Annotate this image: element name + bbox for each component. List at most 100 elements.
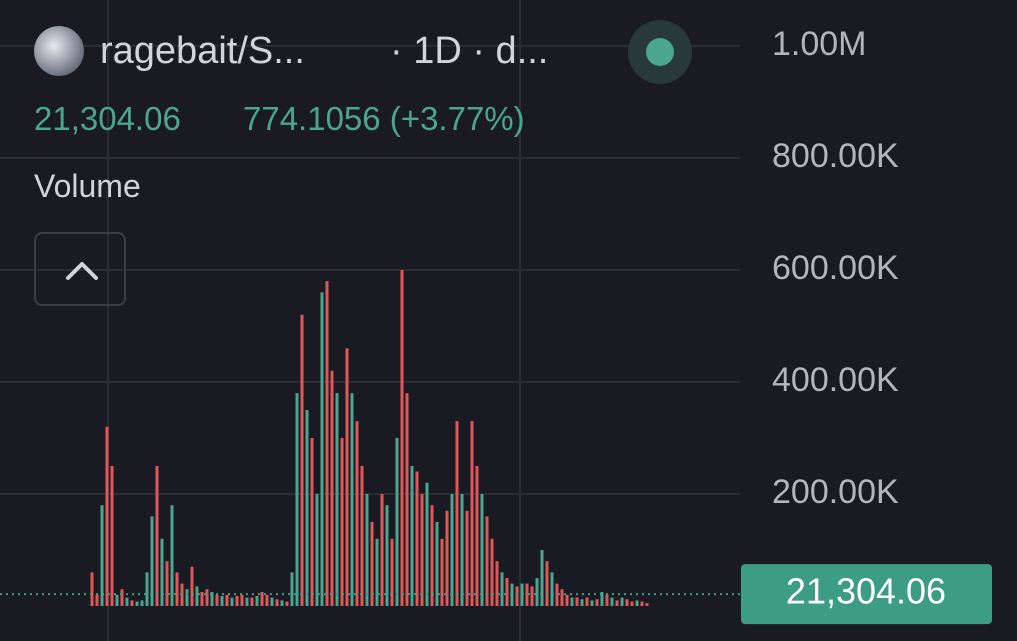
- bar: [220, 595, 224, 606]
- last-value-label: 21,304.06: [786, 571, 946, 612]
- bar: [400, 269, 404, 606]
- bar: [450, 493, 454, 606]
- bar: [505, 577, 509, 606]
- bar: [215, 594, 219, 606]
- bar: [595, 599, 599, 606]
- bar: [230, 597, 234, 606]
- last-value-box: [741, 564, 992, 625]
- bar: [410, 465, 414, 606]
- bar: [615, 600, 619, 606]
- bar: [335, 393, 339, 606]
- bar: [540, 549, 544, 606]
- price: 21,304.06: [34, 100, 181, 137]
- bar: [475, 465, 479, 606]
- bar: [150, 516, 154, 606]
- bar: [550, 572, 554, 606]
- bar: [640, 601, 644, 606]
- bar: [130, 600, 134, 606]
- bar: [255, 595, 259, 606]
- bar: [490, 538, 494, 606]
- bar: [570, 597, 574, 606]
- bar: [345, 348, 349, 606]
- bar: [115, 594, 119, 606]
- bar: [445, 510, 449, 606]
- bar: [190, 566, 194, 606]
- bar: [485, 516, 489, 606]
- bar: [405, 393, 409, 606]
- bar: [390, 538, 394, 606]
- bar: [145, 572, 149, 606]
- bar: [525, 583, 529, 606]
- bar: [395, 437, 399, 606]
- bar: [470, 421, 474, 606]
- bar: [90, 572, 94, 606]
- bar: [135, 601, 139, 606]
- chevron-icon: [66, 262, 98, 280]
- bar: [420, 493, 424, 606]
- bar: [275, 599, 279, 606]
- bar: [205, 589, 209, 606]
- bar: [480, 493, 484, 606]
- bar: [110, 465, 114, 606]
- y-tick-label: 400.00K: [772, 361, 899, 399]
- bar: [290, 572, 294, 606]
- bar: [280, 600, 284, 606]
- bar: [165, 561, 169, 606]
- bar: [645, 603, 649, 606]
- y-tick-label: 1.00M: [772, 25, 867, 63]
- symbol-name[interactable]: ragebait/S...: [100, 30, 305, 72]
- bar: [140, 600, 144, 606]
- indicator-label: Volume: [34, 168, 141, 204]
- bar: [100, 505, 104, 606]
- bar: [245, 597, 249, 606]
- interval[interactable]: · 1D · d...: [390, 30, 549, 72]
- price-change: 774.1056 (+3.77%): [243, 100, 525, 137]
- bar: [105, 426, 109, 606]
- bar: [635, 600, 639, 606]
- bar: [350, 393, 354, 606]
- bar: [575, 597, 579, 606]
- bar: [385, 505, 389, 606]
- collapse-button[interactable]: [34, 232, 126, 306]
- bar: [365, 493, 369, 606]
- bar: [375, 538, 379, 606]
- bar: [250, 597, 254, 606]
- status-dot: [646, 38, 674, 66]
- bar: [630, 601, 634, 606]
- symbol-icon: [34, 26, 84, 76]
- bar: [590, 600, 594, 606]
- bar: [295, 393, 299, 606]
- bar: [360, 465, 364, 606]
- bar: [495, 561, 499, 606]
- bar: [425, 482, 429, 606]
- bar: [460, 493, 464, 606]
- bar: [355, 421, 359, 606]
- bar: [465, 510, 469, 606]
- bar: [175, 572, 179, 606]
- bar: [320, 292, 324, 606]
- bar: [310, 437, 314, 606]
- status-indicator: [628, 20, 692, 84]
- bar: [195, 586, 199, 606]
- bar: [580, 599, 584, 606]
- bar: [240, 594, 244, 606]
- bar: [370, 521, 374, 606]
- bar: [440, 538, 444, 606]
- bar: [260, 591, 264, 606]
- y-tick-label: 800.00K: [772, 137, 899, 175]
- bar: [235, 595, 239, 606]
- bar: [200, 591, 204, 606]
- bar: [340, 437, 344, 606]
- bar: [170, 505, 174, 606]
- bar: [530, 586, 534, 606]
- bar: [380, 493, 384, 606]
- bar: [515, 586, 519, 606]
- bar: [265, 594, 269, 606]
- bar: [305, 409, 309, 606]
- bar: [610, 597, 614, 606]
- bar: [625, 599, 629, 606]
- bar: [565, 594, 569, 606]
- bar: [155, 465, 159, 606]
